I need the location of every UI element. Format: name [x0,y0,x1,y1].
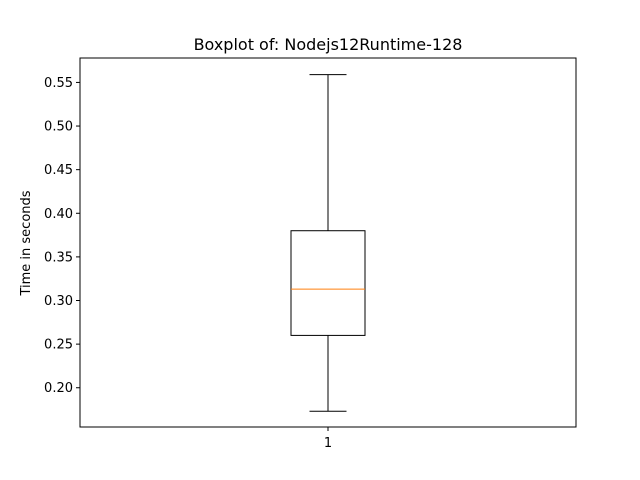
y-tick-label: 0.30 [44,294,73,309]
y-tick-label: 0.35 [44,250,73,265]
y-tick-label: 0.45 [44,163,73,178]
plot-area: 0.20 0.25 0.30 0.35 0.40 0.45 0.50 0.55 1 [44,74,366,451]
iqr-box [290,230,366,336]
y-tick-label: 0.40 [44,207,73,222]
y-tick-label: 0.55 [44,76,73,91]
x-tick-label: 1 [324,436,332,451]
y-tick-label: 0.20 [44,381,73,396]
y-axis-label: Time in seconds [19,190,34,296]
y-tick-label: 0.25 [44,338,73,353]
plot-frame [79,57,577,428]
chart-title: Boxplot of: Nodejs12Runtime-128 [194,35,463,54]
y-tick-label: 0.50 [44,120,73,135]
